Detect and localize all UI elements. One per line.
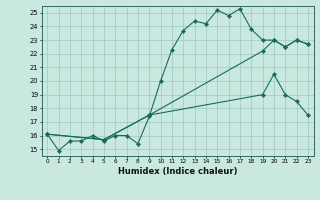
X-axis label: Humidex (Indice chaleur): Humidex (Indice chaleur): [118, 167, 237, 176]
